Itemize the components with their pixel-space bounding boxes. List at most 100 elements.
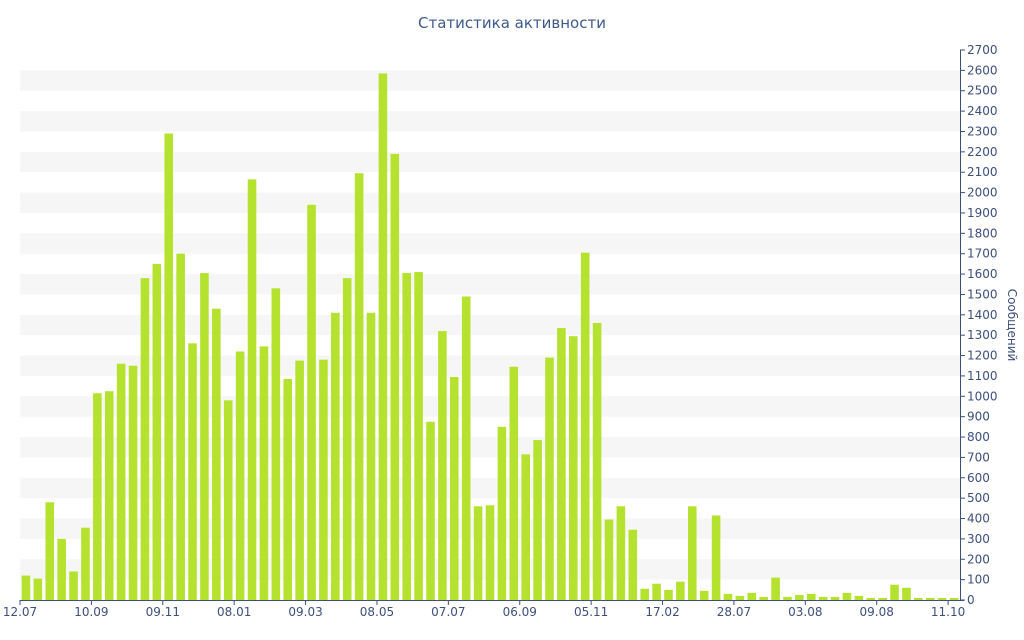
y-tick-label: 2600 [967,63,998,77]
bar [937,597,947,600]
y-tick-label: 2100 [967,165,998,179]
bar [342,278,352,600]
bar [223,400,233,600]
bar [259,346,269,600]
grid-band [20,111,960,132]
bar [735,595,745,600]
bar [676,581,685,600]
bar [45,502,55,600]
bar [247,179,257,600]
bar [902,587,911,600]
x-tick-label: 09.11 [146,605,180,619]
axes [20,50,964,601]
bar [545,357,554,600]
bar [711,515,721,600]
y-tick-label: 2500 [967,84,998,98]
bar [628,529,638,600]
bar [592,322,602,600]
bar [200,273,209,600]
grid-band [20,192,960,213]
y-tick-label: 1200 [967,349,998,363]
bar [830,596,840,600]
bar [914,597,923,600]
bar [331,312,340,600]
bar [354,173,364,601]
grid-band [20,233,960,254]
bar [164,133,174,600]
bar [687,506,697,600]
y-axis-title: Сообщений [1005,289,1019,362]
bar [271,288,281,600]
bar [307,204,316,600]
x-tick-label: 11.10 [931,605,965,619]
y-axis-ticks: 0 100 200 300 400 500 600 700 800 900 1000 1100 1200… [960,43,998,607]
bar [949,597,959,600]
x-tick-label: 09.03 [288,605,322,619]
bar [925,597,935,600]
bar [188,343,197,600]
x-tick-label: 09.08 [860,605,894,619]
x-tick-label: 08.01 [217,605,251,619]
y-tick-label: 200 [967,552,990,566]
bar [806,593,816,600]
y-tick-label: 1800 [967,226,998,240]
bar [795,594,804,600]
y-tick-label: 1100 [967,369,998,383]
bar [557,328,566,600]
bar [783,596,792,600]
bar [81,527,90,600]
bar [485,505,495,600]
y-tick-label: 900 [967,410,990,424]
bar [235,351,245,600]
bar [176,253,185,600]
x-tick-label: 10.09 [74,605,108,619]
y-tick-label: 1900 [967,206,998,220]
bar [759,596,768,600]
y-tick-label: 500 [967,491,990,505]
bar [57,538,66,600]
bar [461,296,471,600]
y-tick-label: 0 [967,593,975,607]
x-tick-label: 17.02 [645,605,679,619]
bar [438,331,447,600]
y-tick-label: 1600 [967,267,998,281]
y-tick-label: 1700 [967,247,998,261]
bar [69,571,78,600]
grid-band [20,151,960,173]
y-tick-label: 100 [967,573,990,587]
bar [21,575,31,600]
y-tick-label: 300 [967,532,990,546]
bar [104,391,114,600]
bar [521,454,530,600]
y-tick-label: 2400 [967,104,998,118]
x-tick-label: 08.05 [360,605,394,619]
y-tick-label: 2700 [967,43,998,57]
bar [533,440,542,600]
bar [771,577,780,600]
y-tick-label: 800 [967,430,990,444]
bar [378,73,388,601]
y-tick-label: 400 [967,512,990,526]
bar [152,263,162,600]
x-tick-label: 12.07 [3,605,37,619]
y-tick-label: 600 [967,471,990,485]
bar [747,592,757,600]
bar [116,363,126,600]
bar [212,308,221,600]
bar [140,278,150,600]
bar [878,597,887,600]
y-tick-label: 1300 [967,328,998,342]
bar [473,506,483,600]
x-tick-label: 07.07 [431,605,465,619]
bar [818,596,828,600]
bar [664,589,673,600]
bar [426,421,435,600]
bar [366,312,376,600]
y-tick-label: 2300 [967,124,998,138]
y-tick-label: 2000 [967,186,998,200]
x-axis-ticks: 12.07 10.09 09.11 08.01 09.03 08.05 07.07 06.09… [3,600,965,619]
bar [569,336,578,600]
bar [295,360,304,600]
bar [390,153,400,600]
